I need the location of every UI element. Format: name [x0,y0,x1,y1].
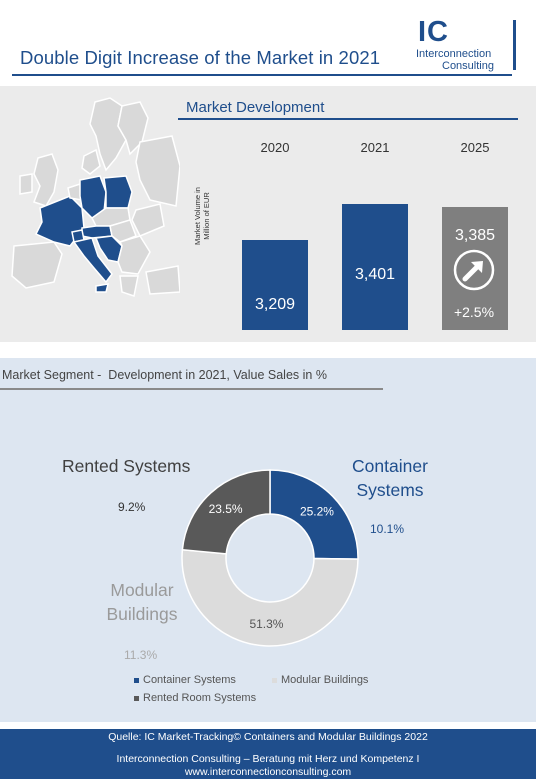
donut-slice [181,548,359,647]
legend-item-rented: Rented Room Systems [134,692,256,704]
europe-map [11,97,180,297]
header: Double Digit Increase of the Market in 2… [0,0,536,80]
y-axis-label: Market Volume in Million of EUR [193,187,211,245]
logo-initials: IC [418,16,449,48]
legend-swatch-container [134,677,139,683]
bar-value-label: 3,209 [254,296,296,313]
bar-value-label: 3,385 [454,227,496,245]
growth-rented: 9.2% [118,500,146,514]
header-divider [12,74,512,76]
bar-year-label: 2021 [360,140,390,155]
footer-company: Interconnection Consulting – Beratung mi… [116,753,420,765]
bar-year-label: 2020 [260,140,290,155]
legend-item-container: Container Systems [134,674,236,686]
company-logo: IC Interconnection Consulting [414,16,524,72]
legend-swatch-modular [272,677,277,683]
segment-divider [0,388,383,390]
logo-bar [513,20,516,70]
logo-text-line1: Interconnection [416,48,492,60]
forecast-growth-label: +2.5% [453,304,495,320]
donut-slice-label: 23.5% [209,502,243,516]
category-label-rented: Rented Systems [62,456,191,476]
legend-label: Container Systems [143,674,236,686]
up-right-arrow-icon [452,248,496,292]
growth-container: 10.1% [370,522,405,536]
market-development-divider [178,118,518,120]
bar-2020 [242,239,308,330]
bar-value-label: 3,401 [354,266,396,284]
bar-2021 [342,204,408,330]
category-label-container: Container Systems [352,456,428,500]
growth-modular: 11.3% [124,648,158,662]
footer-url[interactable]: www.interconnectionconsulting.com [184,766,352,778]
footer: Quelle: IC Market-Tracking© Containers a… [0,729,536,779]
donut-slice-label: 25.2% [300,505,334,519]
legend-label: Rented Room Systems [143,692,257,704]
bar-year-label: 2025 [460,140,490,155]
legend-swatch-rented [134,695,139,701]
legend-label: Modular Buildings [281,674,369,686]
segment-donut-chart: 25.2% 51.3% 23.5% [181,469,359,647]
donut-slice [269,469,359,560]
donut-slice-label: 51.3% [249,617,283,631]
page-title: Double Digit Increase of the Market in 2… [20,47,381,68]
market-development-title: Market Development [186,99,325,116]
segment-title: Market Segment - Development in 2021, Va… [2,368,327,382]
donut-slice [181,469,271,555]
market-segment-panel [0,358,536,722]
logo-text-line2: Consulting [442,60,494,72]
category-label-modular: Modular Buildings [106,580,178,624]
legend-item-modular: Modular Buildings [272,674,368,686]
segment-legend: Container Systems Modular Buildings Rent… [134,672,434,712]
footer-source: Quelle: IC Market-Tracking© Containers a… [108,731,428,743]
